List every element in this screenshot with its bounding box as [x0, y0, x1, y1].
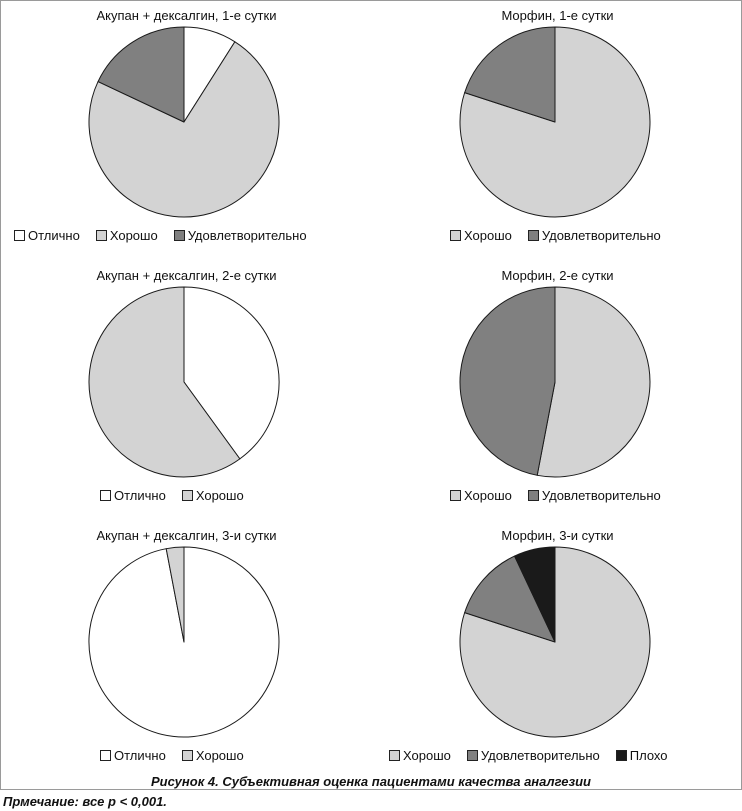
legend-swatch: [181, 750, 193, 761]
chart-title: Акупан + дексалгин, 2-е сутки: [96, 268, 277, 283]
legend-swatch: [450, 490, 461, 501]
pie-slice: [88, 286, 241, 478]
chart-acupan-day3: Акупан + дексалгин, 3-и сутки Отлично Хор…: [1, 521, 372, 781]
legend: Хорошо Удовлетворительно Плохо: [389, 748, 684, 763]
legend-item: Отлично: [100, 748, 166, 763]
legend: Отлично Хорошо Удовлетворительно: [14, 228, 323, 243]
legend-item: Плохо: [615, 748, 668, 763]
chart-title: Морфин, 2-е сутки: [501, 268, 614, 283]
pie-slice: [165, 546, 185, 643]
legend-label: Плохо: [629, 748, 668, 763]
legend-item: Хорошо: [450, 228, 512, 243]
legend-item: Удовлетворительно: [527, 228, 661, 243]
legend-item: Удовлетворительно: [466, 748, 600, 763]
figure-caption: Рисунок 4. Субъективная оценка пациентам…: [151, 774, 591, 789]
chart-acupan-day2: Акупан + дексалгин, 2-е сутки Отлично Хор…: [1, 261, 372, 521]
chart-morphine-day2: Морфин, 2-е сутки Хорошо Удовлетворительн…: [372, 261, 742, 521]
pie-slice: [464, 555, 556, 643]
legend-item: Удовлетворительно: [173, 228, 307, 243]
pie-slice: [464, 26, 556, 123]
legend-label: Хорошо: [195, 748, 244, 763]
chart-morphine-day3: Морфин, 3-и сутки Хорошо Удовлетворительн…: [372, 521, 742, 781]
legend-label: Удовлетворительно: [541, 488, 661, 503]
legend-label: Отлично: [114, 748, 166, 763]
legend-label: Хорошо: [109, 228, 158, 243]
pie-morphine-day1: [459, 26, 651, 218]
pie-slice: [459, 286, 556, 476]
pie-slice: [97, 26, 185, 123]
legend-label: Удовлетворительно: [541, 228, 661, 243]
pie-morphine-day3: [459, 546, 651, 738]
pie-slice: [183, 286, 280, 460]
legend-label: Хорошо: [464, 488, 512, 503]
legend: Отлично Хорошо: [100, 748, 260, 763]
legend-swatch: [466, 750, 478, 761]
legend-label: Хорошо: [403, 748, 451, 763]
chart-title: Морфин, 1-е сутки: [501, 8, 614, 23]
legend-swatch: [14, 230, 25, 241]
legend-item: Отлично: [14, 228, 80, 243]
legend-swatch: [450, 230, 461, 241]
pie-morphine-day2: [459, 286, 651, 478]
legend-swatch: [389, 750, 400, 761]
figure-note: Прмечание: все р < 0,001.: [3, 794, 167, 809]
pie-slice: [514, 546, 556, 643]
legend-swatch: [615, 750, 627, 761]
legend-item: Отлично: [100, 488, 166, 503]
figure-frame: Акупан + дексалгин, 1-е сутки Отлично Хор…: [0, 0, 742, 790]
legend-item: Хорошо: [181, 488, 244, 503]
legend-item: Хорошо: [95, 228, 158, 243]
legend-label: Отлично: [114, 488, 166, 503]
chart-morphine-day1: Морфин, 1-е сутки Хорошо Удовлетворительн…: [372, 1, 742, 261]
legend-swatch: [100, 750, 111, 761]
legend-swatch: [527, 230, 539, 241]
legend-label: Хорошо: [464, 228, 512, 243]
pie-acupan-day1: [88, 26, 280, 218]
pie-acupan-day2: [88, 286, 280, 478]
legend-item: Хорошо: [389, 748, 451, 763]
chart-title: Акупан + дексалгин, 3-и сутки: [96, 528, 277, 543]
legend-label: Хорошо: [195, 488, 244, 503]
legend-label: Удовлетворительно: [480, 748, 600, 763]
chart-title: Акупан + дексалгин, 1-е сутки: [96, 8, 277, 23]
legend: Хорошо Удовлетворительно: [450, 228, 677, 243]
legend-item: Удовлетворительно: [527, 488, 661, 503]
legend: Отлично Хорошо: [100, 488, 260, 503]
pie-slice: [88, 41, 280, 218]
legend-label: Отлично: [28, 228, 80, 243]
pie-slice: [536, 286, 651, 478]
legend-label: Удовлетворительно: [187, 228, 307, 243]
legend-swatch: [100, 490, 111, 501]
legend-swatch: [181, 490, 193, 501]
legend-item: Хорошо: [450, 488, 512, 503]
legend: Хорошо Удовлетворительно: [450, 488, 677, 503]
legend-swatch: [527, 490, 539, 501]
legend-item: Хорошо: [181, 748, 244, 763]
chart-title: Морфин, 3-и сутки: [501, 528, 614, 543]
legend-swatch: [95, 230, 107, 241]
chart-acupan-day1: Акупан + дексалгин, 1-е сутки Отлично Хор…: [1, 1, 372, 261]
pie-acupan-day3: [88, 546, 280, 738]
legend-swatch: [173, 230, 185, 241]
